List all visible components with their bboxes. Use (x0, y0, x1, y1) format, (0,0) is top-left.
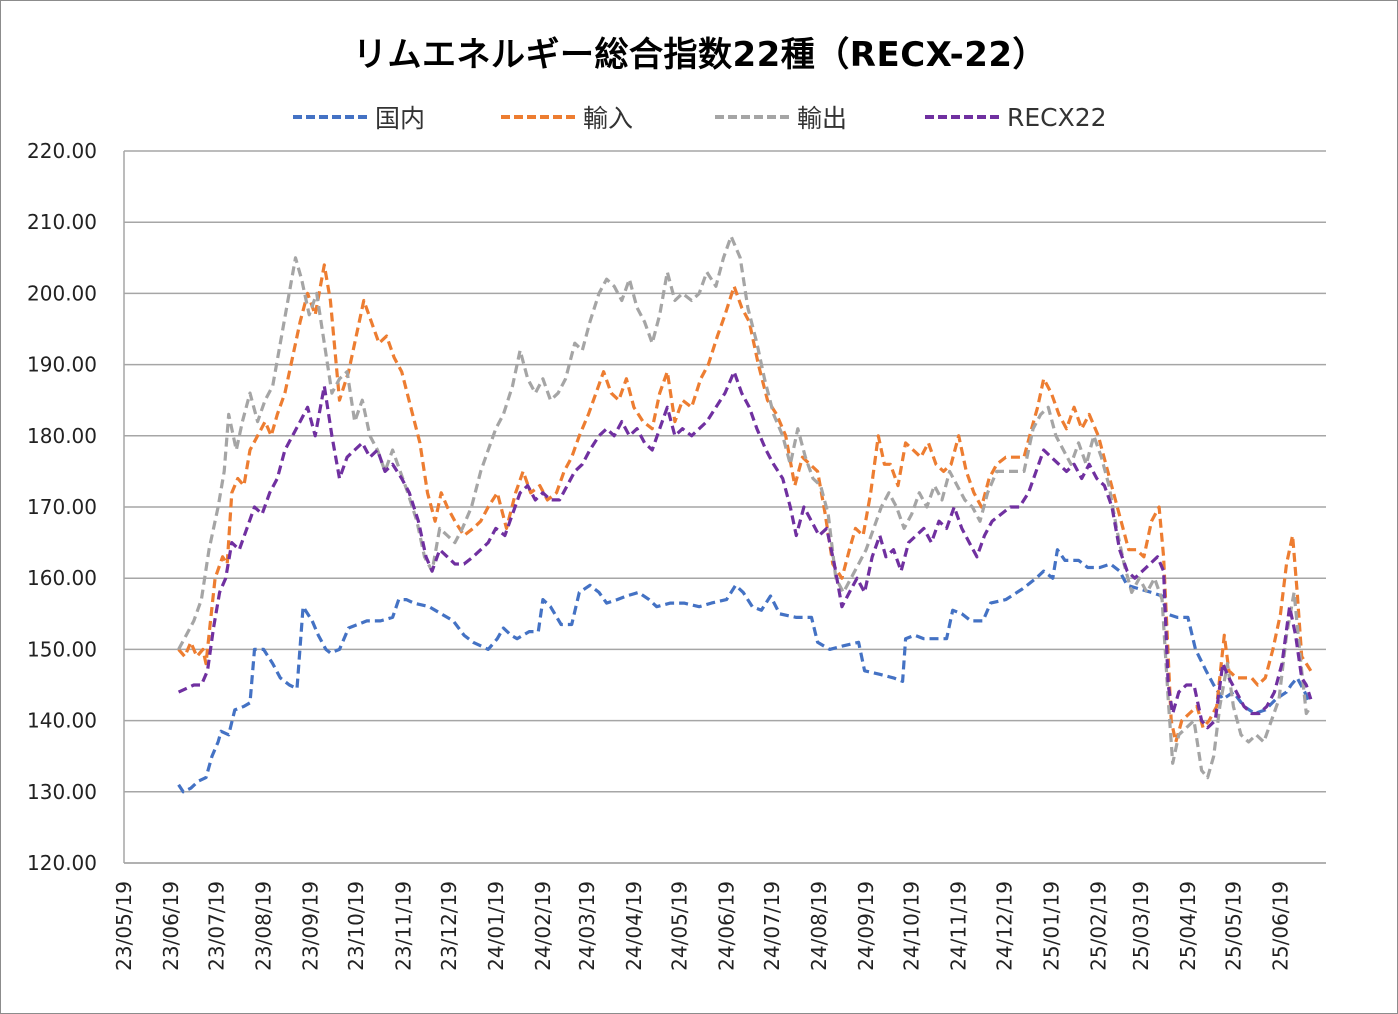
y-tick-label: 200.00 (27, 281, 97, 305)
x-tick-label: 24/01/19 (484, 881, 508, 971)
x-tick-label: 23/06/19 (159, 881, 183, 971)
legend-swatch-domestic (293, 115, 367, 119)
legend-label-domestic: 国内 (375, 104, 426, 133)
y-tick-label: 170.00 (27, 495, 97, 519)
legend-swatch-recx22 (925, 115, 999, 119)
x-tick-label: 24/08/19 (807, 881, 831, 971)
y-tick-label: 140.00 (27, 709, 97, 733)
x-tick-label: 23/10/19 (344, 881, 368, 971)
x-tick-label: 24/10/19 (900, 881, 924, 971)
x-tick-label: 23/07/19 (205, 881, 229, 971)
x-tick-label: 24/11/19 (947, 881, 971, 971)
x-tick-label: 24/04/19 (622, 881, 646, 971)
chart-title: リムエネルギー総合指数22種（RECX-22） (352, 35, 1048, 75)
x-tick-label: 23/09/19 (299, 881, 323, 971)
y-tick-label: 190.00 (27, 353, 97, 377)
y-tick-label: 210.00 (27, 210, 97, 234)
chart-legend: 国内 輸入 輸出 RECX22 (1, 99, 1398, 135)
legend-swatch-export (715, 115, 789, 119)
x-tick-label: 25/06/19 (1268, 881, 1292, 971)
legend-swatch-import (501, 115, 575, 119)
legend-label-recx22: RECX22 (1007, 102, 1107, 132)
x-tick-label: 25/03/19 (1129, 881, 1153, 971)
x-tick-label: 24/12/19 (992, 881, 1016, 971)
x-tick-label: 24/05/19 (667, 881, 691, 971)
series-line-domestic (177, 548, 1311, 794)
x-tick-label: 24/07/19 (760, 881, 784, 971)
x-tick-label: 25/02/19 (1086, 881, 1110, 971)
legend-item-domestic: 国内 (293, 99, 425, 135)
x-tick-label: 24/02/19 (531, 881, 555, 971)
legend-label-export: 輸出 (797, 104, 848, 133)
y-tick-label: 220.00 (27, 139, 97, 163)
x-tick-label: 23/11/19 (391, 881, 415, 971)
x-tick-label: 25/05/19 (1221, 881, 1245, 971)
y-tick-label: 150.00 (27, 637, 97, 661)
series-line-recx22 (177, 370, 1313, 730)
legend-label-import: 輸入 (583, 104, 634, 133)
y-tick-label: 120.00 (27, 851, 97, 875)
legend-item-export: 輸出 (715, 99, 847, 135)
legend-item-import: 輸入 (501, 99, 633, 135)
x-tick-label: 24/06/19 (715, 881, 739, 971)
x-tick-label: 25/01/19 (1039, 881, 1063, 971)
x-tick-label: 24/09/19 (854, 881, 878, 971)
x-tick-label: 23/05/19 (112, 881, 136, 971)
y-tick-label: 180.00 (27, 424, 97, 448)
x-tick-label: 23/08/19 (252, 881, 276, 971)
y-tick-label: 160.00 (27, 566, 97, 590)
legend-item-recx22: RECX22 (925, 99, 1107, 135)
x-tick-label: 25/04/19 (1176, 881, 1200, 971)
y-tick-label: 130.00 (27, 780, 97, 804)
x-tick-label: 23/12/19 (437, 881, 461, 971)
series-line-import (177, 263, 1313, 744)
series-line-export (177, 234, 1313, 780)
x-tick-label: 24/03/19 (575, 881, 599, 971)
